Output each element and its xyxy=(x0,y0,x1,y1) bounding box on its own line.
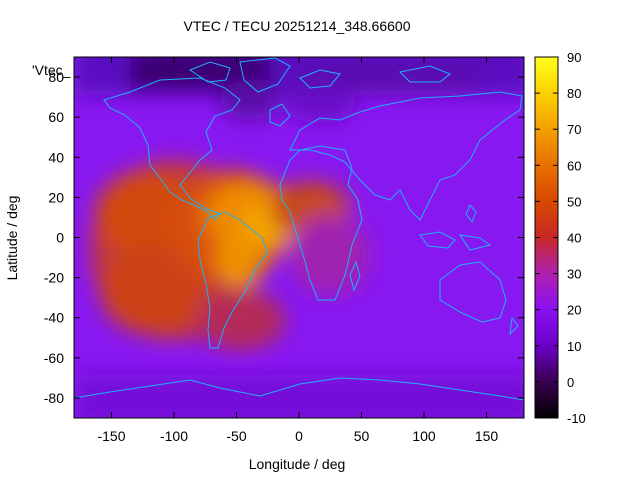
y-axis: -80 -60 -40 -20 0 20 40 60 80 xyxy=(44,69,524,406)
y-tick-label: 60 xyxy=(48,109,64,125)
heatmap-cell xyxy=(220,80,280,120)
colorbar-tick-label: 80 xyxy=(567,86,581,101)
x-axis-label: Longitude / deg xyxy=(249,456,346,472)
x-tick-label: -100 xyxy=(160,428,188,444)
coastlines xyxy=(74,57,524,418)
y-tick-label: -20 xyxy=(44,270,64,286)
colorbar-tick-label: 20 xyxy=(567,303,581,318)
y-tick-label: 0 xyxy=(56,230,64,246)
x-tick-label: -50 xyxy=(226,428,246,444)
y-tick-label: -80 xyxy=(44,390,64,406)
y-axis-label: Latitude / deg xyxy=(4,196,20,281)
colorbar-tick-label: 70 xyxy=(567,122,581,137)
colorbar-tick-label: 40 xyxy=(567,231,581,246)
colorbar-tick-label: -10 xyxy=(567,411,586,426)
x-tick-label: 150 xyxy=(475,428,499,444)
heatmap-cell xyxy=(74,375,524,418)
heatmap-cell xyxy=(290,215,370,295)
x-tick-label: -150 xyxy=(97,428,125,444)
x-tick-label: 0 xyxy=(295,428,303,444)
colorbar-tick-label: 10 xyxy=(567,339,581,354)
y-tick-label: 40 xyxy=(48,149,64,165)
heatmap-cell xyxy=(195,290,285,350)
colorbar-tick-label: 50 xyxy=(567,194,581,209)
y-tick-label: 80 xyxy=(48,69,64,85)
heatmap-cell xyxy=(215,232,265,288)
x-tick-label: 50 xyxy=(354,428,370,444)
heatmap-cell xyxy=(285,87,355,123)
colorbar-tick-label: 30 xyxy=(567,267,581,282)
heatmap-cell xyxy=(100,245,210,335)
y-tick-label: -40 xyxy=(44,310,64,326)
colorbar-tick-label: 90 xyxy=(567,50,581,65)
legend-key-label: 'Vtec_ xyxy=(32,62,71,78)
chart-title: VTEC / TECU 20251214_348.66600 xyxy=(183,18,410,34)
colorbar-ticks: -10 0 10 20 30 40 50 60 70 80 90 xyxy=(535,50,586,426)
heatmap xyxy=(74,57,524,418)
colorbar-tick-label: 0 xyxy=(567,375,574,390)
colorbar-tick-label: 60 xyxy=(567,158,581,173)
x-tick-label: 100 xyxy=(412,428,436,444)
y-tick-label: -60 xyxy=(44,350,64,366)
y-tick-label: 20 xyxy=(48,189,64,205)
x-axis: -150 -100 -50 0 50 100 150 xyxy=(97,57,498,444)
